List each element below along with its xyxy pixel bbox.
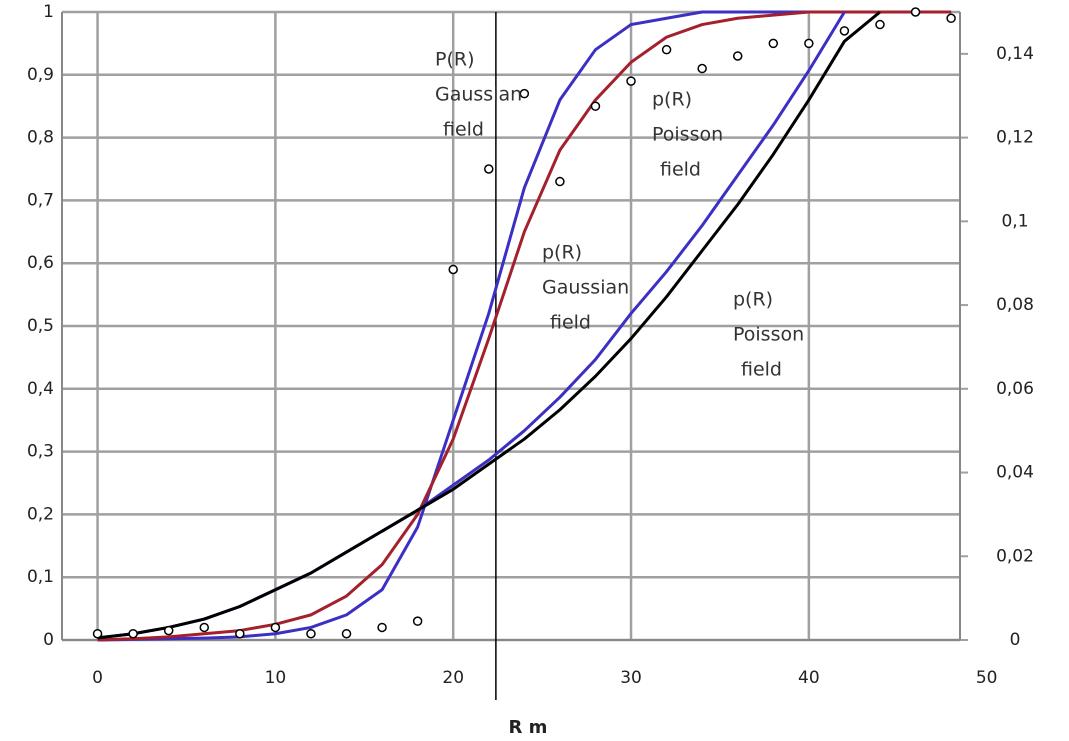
data-point <box>92 628 103 639</box>
data-point <box>163 625 174 636</box>
y2-tick-label: 0,1 <box>1001 211 1028 231</box>
data-point <box>519 88 530 99</box>
series-line <box>97 10 881 640</box>
data-point <box>128 628 138 639</box>
data-point <box>804 38 814 49</box>
annotation: Poisson <box>652 124 723 146</box>
data-point <box>306 628 316 639</box>
x-axis-label: R m <box>509 717 548 738</box>
data-point <box>626 76 636 86</box>
y2-tick-label: 0,08 <box>996 295 1034 315</box>
data-point <box>875 19 885 30</box>
y2-tick-label: 0,14 <box>996 44 1034 64</box>
data-point <box>484 164 494 174</box>
x-tick-label: 50 <box>976 668 998 688</box>
annotation: Poisson <box>733 324 804 346</box>
annotation: field <box>443 119 484 141</box>
y-tick-label: 0,3 <box>27 442 54 462</box>
y-tick-label: 0,9 <box>27 65 54 85</box>
data-point <box>697 63 707 74</box>
data-point <box>590 101 601 111</box>
data-point <box>377 622 387 633</box>
data-point <box>732 51 743 61</box>
y-tick-label: 1 <box>43 2 54 22</box>
annotation: p(R) <box>733 289 773 311</box>
annotation: Gaussian <box>542 277 629 299</box>
annotation: field <box>660 159 701 181</box>
x-tick-label: 20 <box>442 668 464 688</box>
y-tick-label: 0,5 <box>27 316 54 336</box>
y-tick-label: 0,6 <box>27 253 54 273</box>
data-point <box>768 38 779 49</box>
annotation: P(R) <box>435 49 474 71</box>
data-point <box>270 622 281 633</box>
data-point <box>199 622 210 633</box>
annotation: field <box>741 359 782 381</box>
x-tick-label: 30 <box>620 668 642 688</box>
y2-tick-label: 0,02 <box>996 546 1034 566</box>
y-tick-label: 0,2 <box>27 504 54 524</box>
data-point <box>946 13 956 24</box>
data-point <box>341 628 352 639</box>
data-point <box>661 44 672 55</box>
y-tick-label: 0,7 <box>27 190 54 210</box>
y2-tick-label: 0,04 <box>996 463 1034 483</box>
y-tick-label: 0 <box>43 630 54 650</box>
y2-tick-label: 0,06 <box>996 379 1034 399</box>
y2-tick-label: 0,12 <box>996 128 1034 148</box>
y2-tick-label: 0 <box>1010 630 1021 650</box>
annotation: field <box>550 312 591 334</box>
data-point <box>555 176 565 187</box>
y-tick-label: 0,8 <box>27 128 54 148</box>
data-point <box>839 26 850 36</box>
x-tick-label: 0 <box>92 668 103 688</box>
data-point <box>910 7 921 17</box>
data-point <box>235 628 245 639</box>
data-point <box>412 616 423 626</box>
y-tick-label: 0,4 <box>27 379 54 399</box>
data-point <box>448 264 458 275</box>
annotation: p(R) <box>542 242 582 264</box>
annotation: p(R) <box>652 89 692 111</box>
y-tick-label: 0,1 <box>27 567 54 587</box>
annotation: Gaussian <box>435 84 522 106</box>
x-tick-label: 10 <box>265 668 287 688</box>
x-tick-label: 40 <box>798 668 820 688</box>
